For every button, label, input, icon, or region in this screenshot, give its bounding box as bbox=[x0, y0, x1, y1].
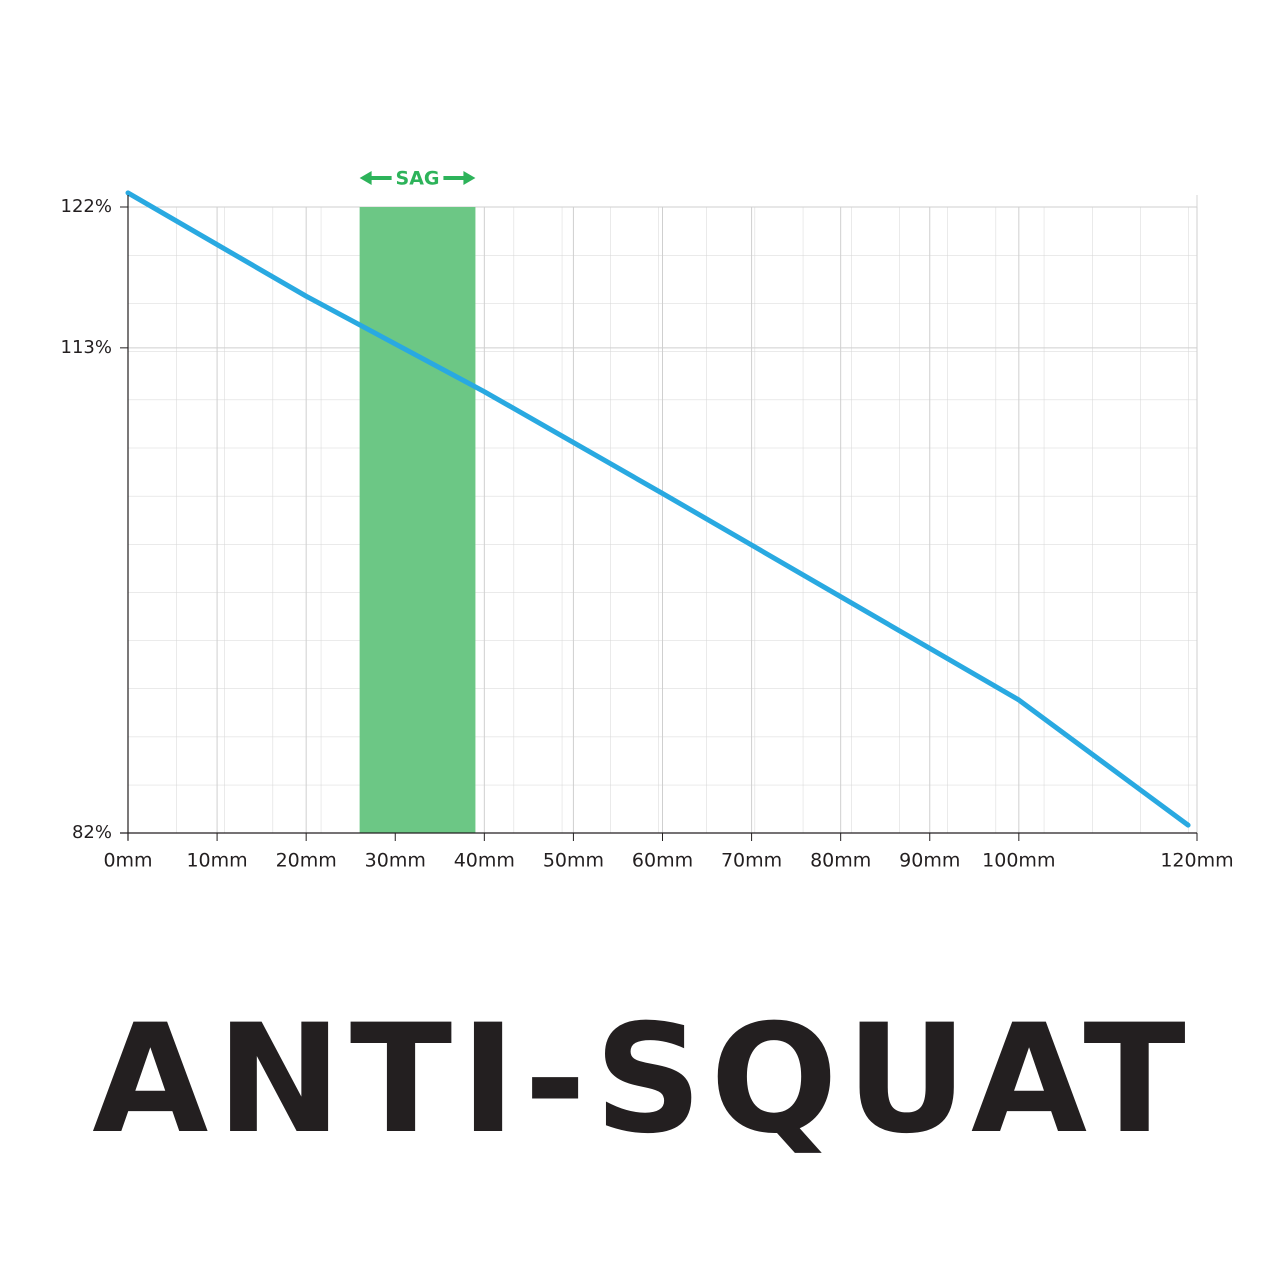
x-tick-label: 30mm bbox=[365, 850, 426, 872]
x-tick-label: 40mm bbox=[454, 850, 515, 872]
sag-label: SAG bbox=[396, 168, 440, 190]
x-tick-label: 100mm bbox=[982, 850, 1055, 872]
x-tick-label: 70mm bbox=[721, 850, 782, 872]
x-tick-label: 80mm bbox=[810, 850, 871, 872]
series-line bbox=[125, 190, 1191, 828]
chart-title: ANTI-SQUAT bbox=[92, 993, 1194, 1167]
x-tick-label: 90mm bbox=[899, 850, 960, 872]
x-tick-label: 60mm bbox=[632, 850, 693, 872]
x-tick-label: 50mm bbox=[543, 850, 604, 872]
y-tick-label: 82% bbox=[72, 822, 112, 843]
sag-arrow bbox=[443, 171, 476, 185]
x-tick-label: 20mm bbox=[276, 850, 337, 872]
x-tick-label: 120mm bbox=[1160, 850, 1233, 872]
y-tick-label: 113% bbox=[61, 337, 112, 358]
x-tick-label: 10mm bbox=[186, 850, 247, 872]
y-tick-label: 122% bbox=[61, 196, 112, 217]
sag-band bbox=[359, 207, 476, 833]
x-tick-label: 0mm bbox=[103, 850, 152, 872]
sag-arrow bbox=[359, 171, 392, 185]
